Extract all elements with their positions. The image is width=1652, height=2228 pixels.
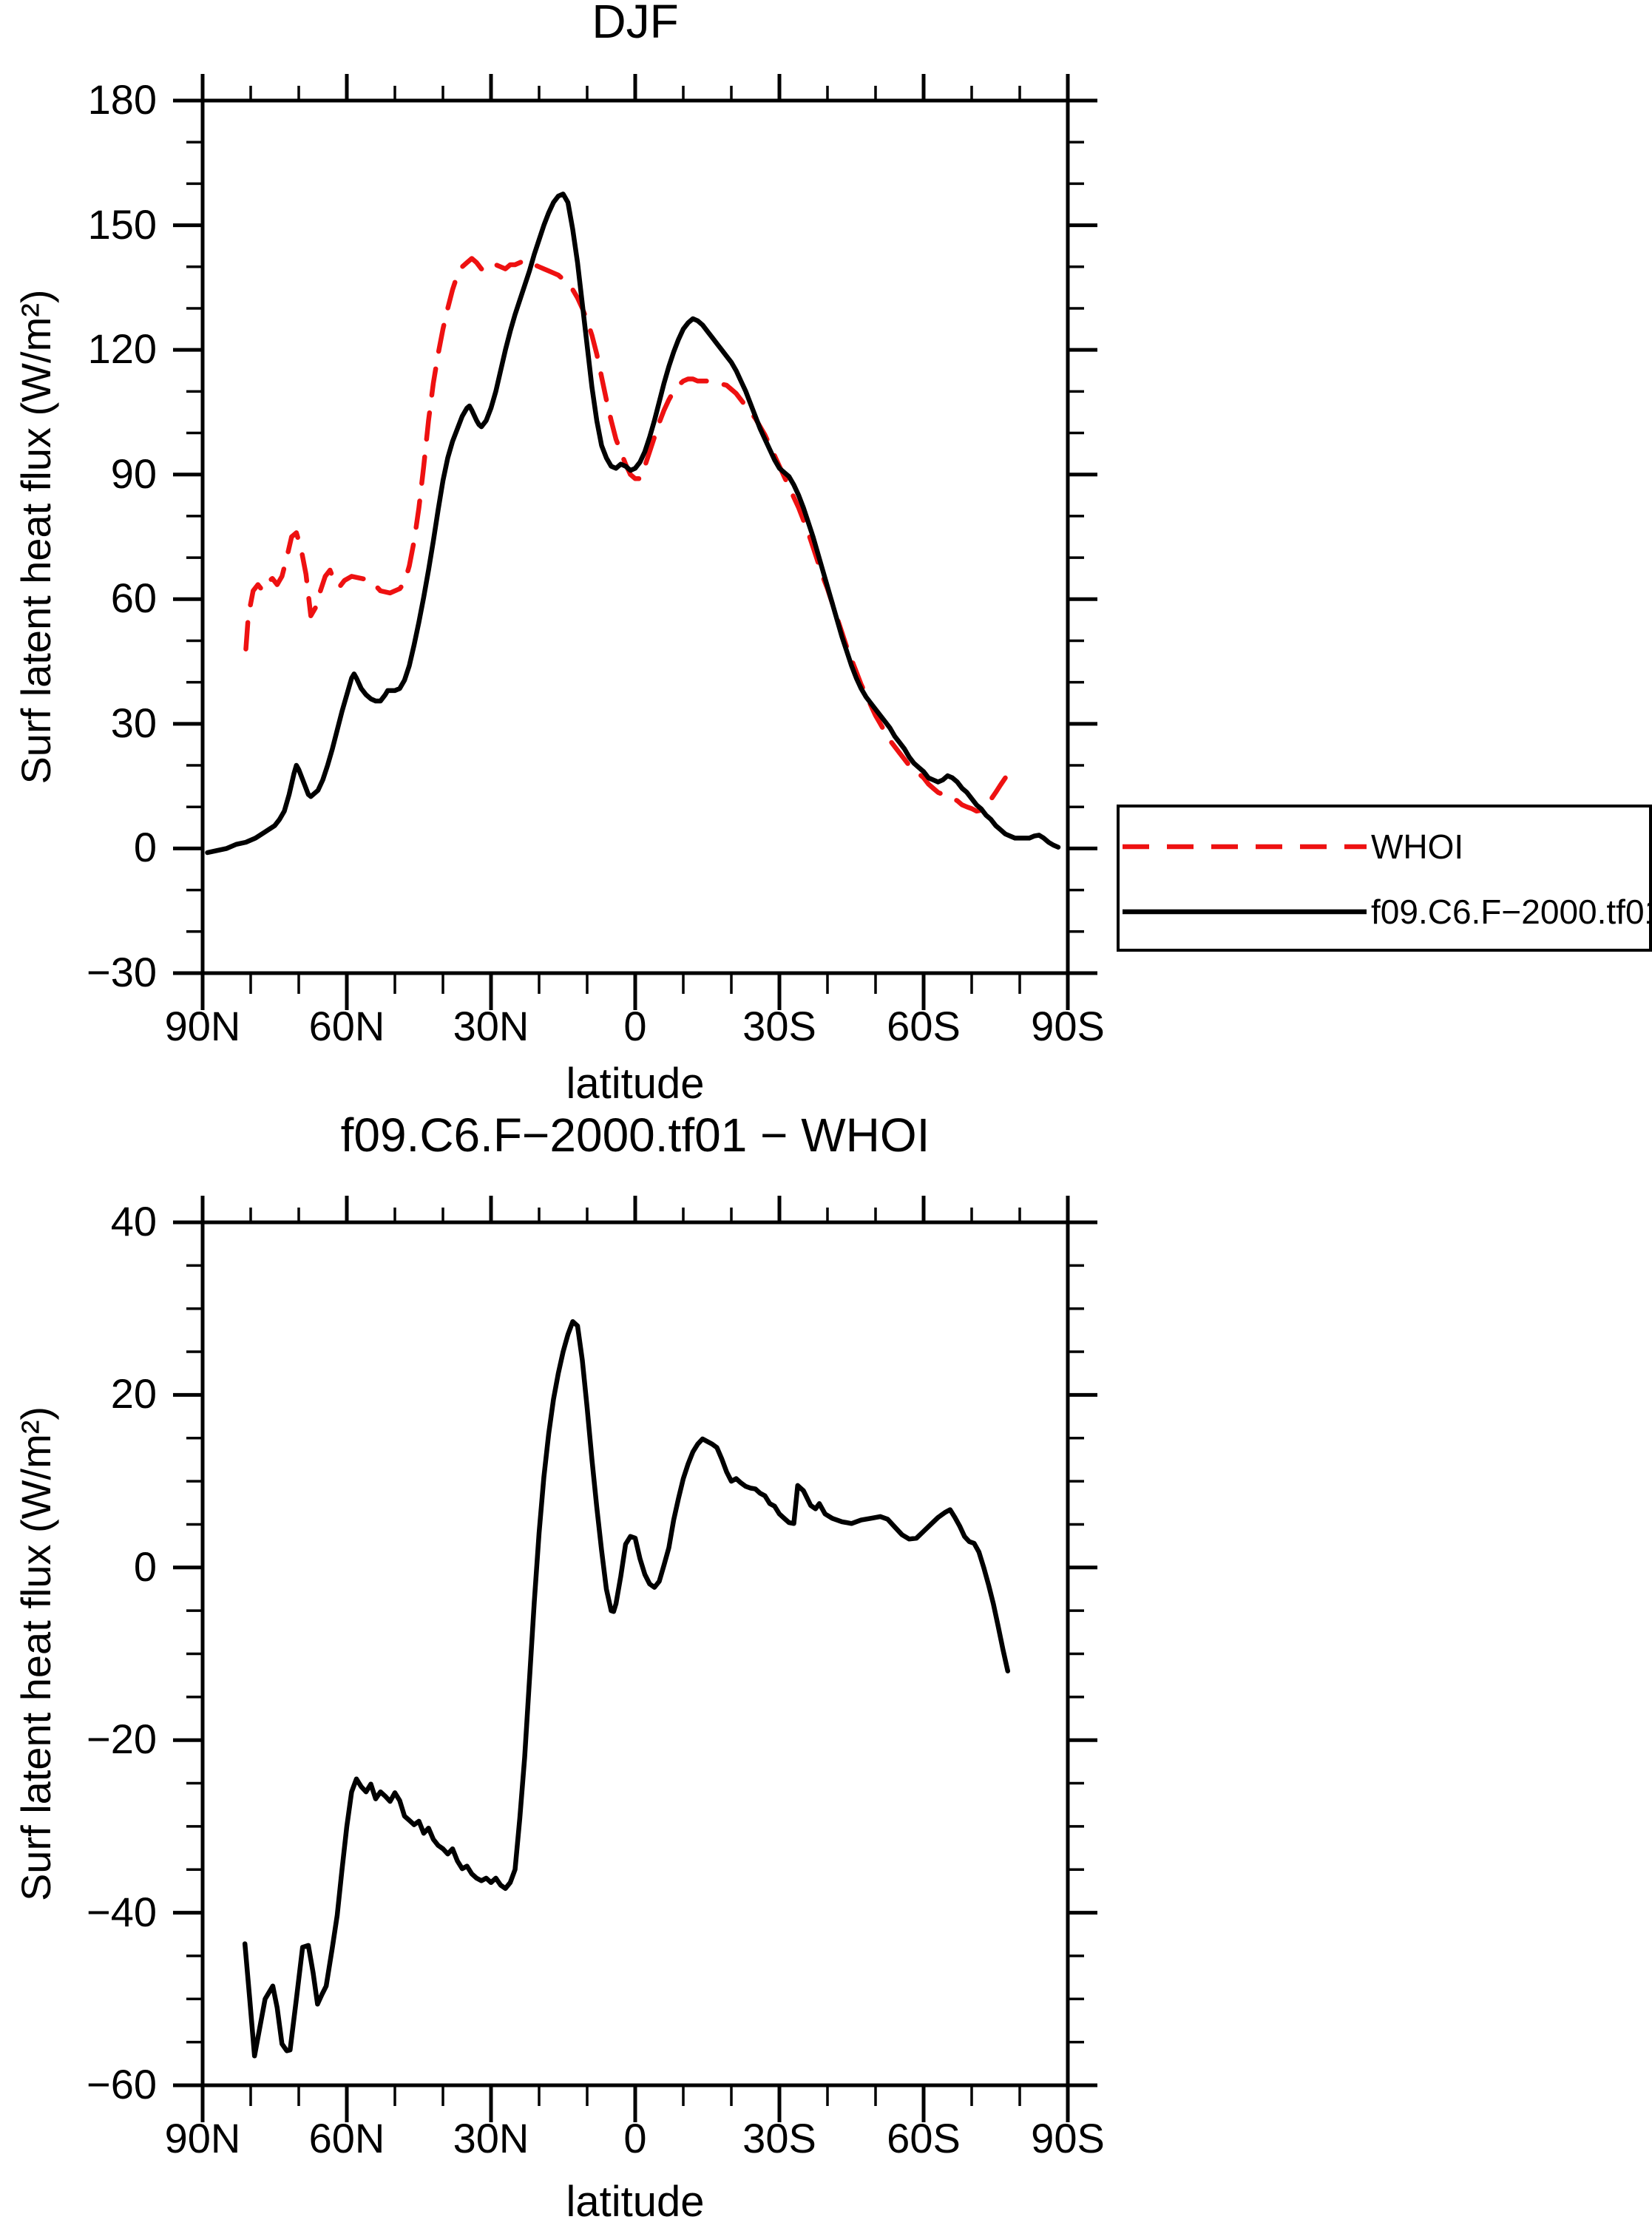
y-tick-label: 30 — [110, 699, 157, 746]
x-tick-label: 90S — [1031, 1003, 1105, 1049]
series-line-whoi — [243, 256, 1008, 814]
bottom-y-axis-label: Surf latent heat flux (W/m²) — [13, 1406, 59, 1902]
x-tick-label: 30S — [742, 2115, 816, 2161]
y-tick-label: −20 — [87, 1716, 157, 1763]
x-tick-label: 60N — [308, 1003, 385, 1049]
x-tick-label: 60S — [887, 2115, 961, 2161]
x-tick-label: 90N — [164, 1003, 241, 1049]
top-chart-title: DJF — [592, 0, 679, 48]
x-tick-label: 0 — [623, 2115, 647, 2161]
top-x-axis-label: latitude — [566, 1060, 705, 1108]
x-tick-label: 30S — [742, 1003, 816, 1049]
x-tick-label: 0 — [623, 1003, 647, 1049]
legend-box — [1117, 805, 1652, 952]
x-tick-label: 60N — [308, 2115, 385, 2161]
x-tick-label: 90N — [164, 2115, 241, 2161]
top-plot-frame — [200, 98, 1070, 975]
y-tick-label: −40 — [87, 1888, 157, 1935]
y-tick-label: −30 — [87, 949, 157, 995]
x-tick-label: 30N — [453, 1003, 529, 1049]
bottom-chart-title: f09.C6.F−2000.tf01 − WHOI — [340, 1108, 930, 1162]
y-tick-label: −60 — [87, 2061, 157, 2107]
y-tick-label: 90 — [110, 450, 157, 497]
y-tick-label: 180 — [87, 76, 157, 123]
y-tick-label: 60 — [110, 575, 157, 622]
x-tick-label: 90S — [1031, 2115, 1105, 2161]
legend-label-f09: f09.C6.F−2000.tf01 — [1371, 893, 1652, 931]
series-line-f09 — [242, 1318, 1011, 2059]
y-tick-label: 40 — [110, 1198, 157, 1245]
y-tick-label: 0 — [133, 824, 157, 871]
y-tick-label: 120 — [87, 325, 157, 373]
y-tick-label: 0 — [133, 1543, 157, 1590]
legend-label-whoi: WHOI — [1371, 827, 1464, 866]
series-line-f09 — [205, 192, 1061, 856]
bottom-x-axis-label: latitude — [566, 2178, 705, 2226]
x-tick-label: 60S — [887, 1003, 961, 1049]
y-tick-label: 20 — [110, 1370, 157, 1418]
y-tick-label: 150 — [87, 200, 157, 248]
x-tick-label: 30N — [453, 2115, 529, 2161]
